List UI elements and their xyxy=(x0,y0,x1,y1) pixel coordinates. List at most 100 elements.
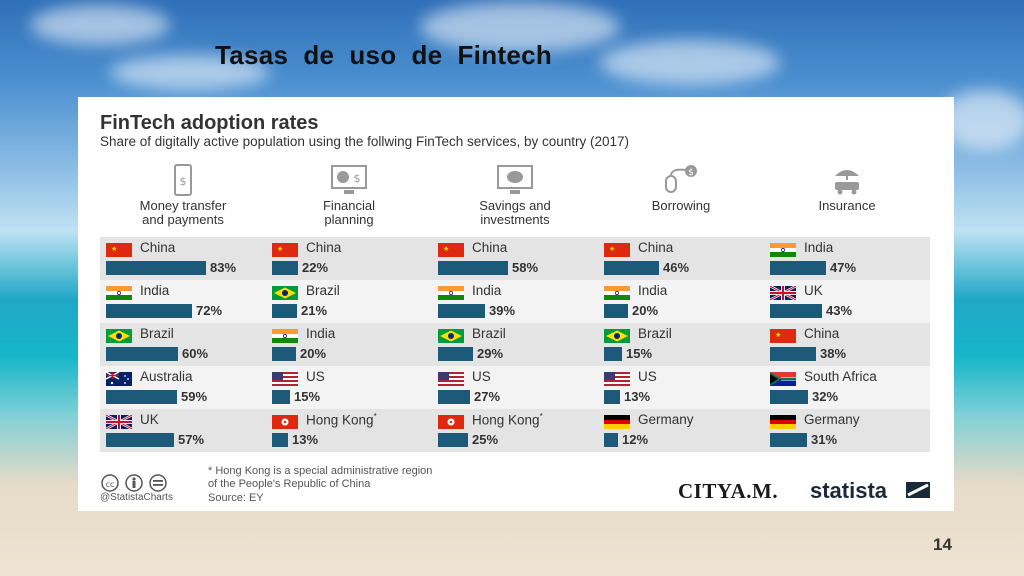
country-label: China xyxy=(140,240,176,255)
panel-column: $ Financial planning ★ China 22% Brazil 21% Ind… xyxy=(266,162,432,452)
country-label: India xyxy=(804,240,834,255)
panel-column: Insurance India 47% UK 43% ★ China 38% South Afr… xyxy=(764,162,930,452)
bar-row: Brazil 21% xyxy=(266,280,432,323)
data-label: 25% xyxy=(472,432,499,447)
data-bar xyxy=(438,433,468,447)
bar-row: ★ China 46% xyxy=(598,237,764,280)
data-label: 83% xyxy=(210,260,237,275)
country-label: China xyxy=(306,240,342,255)
data-label: 31% xyxy=(811,432,838,447)
creative-commons-icon: cc xyxy=(101,474,167,492)
country-label: US xyxy=(472,369,491,384)
panel-header: Insurance xyxy=(764,162,930,237)
flag-icon xyxy=(604,415,630,429)
data-label: 20% xyxy=(632,303,659,318)
data-bar xyxy=(106,261,206,275)
data-bar xyxy=(770,433,807,447)
svg-text:$: $ xyxy=(688,168,694,178)
panel-header: $ Money transfer and payments xyxy=(100,162,266,237)
flag-icon xyxy=(604,372,630,386)
bar-row: India 39% xyxy=(432,280,598,323)
panel-label: Insurance xyxy=(818,198,876,213)
flag-icon xyxy=(770,372,796,386)
bar-row: Germany 31% xyxy=(764,409,930,452)
chart-screen-icon: $ xyxy=(331,165,367,194)
country-label: Australia xyxy=(140,369,193,384)
data-bar xyxy=(770,347,816,361)
data-label: 38% xyxy=(820,346,847,361)
panel-label: Savings and investments xyxy=(479,198,551,227)
data-label: 32% xyxy=(812,389,839,404)
bar-row: South Africa 32% xyxy=(764,366,930,409)
data-bar xyxy=(770,261,826,275)
country-label: India xyxy=(140,283,170,298)
data-bar xyxy=(272,347,296,361)
piggy-bank-icon xyxy=(497,165,533,194)
data-label: 57% xyxy=(178,432,205,447)
flag-icon xyxy=(438,286,464,300)
bar-row: Germany 12% xyxy=(598,409,764,452)
country-label: India xyxy=(306,326,336,341)
svg-text:★: ★ xyxy=(277,245,283,253)
flag-icon: ★ xyxy=(770,329,796,343)
bar-row: India 20% xyxy=(598,280,764,323)
flag-icon xyxy=(272,286,298,300)
country-label: Hong Kong* xyxy=(472,412,543,428)
country-label: India xyxy=(638,283,668,298)
flag-icon xyxy=(272,415,298,429)
slide-title: Tasas de uso de Fintech xyxy=(215,40,553,70)
data-bar xyxy=(438,390,470,404)
data-bar xyxy=(604,347,622,361)
data-bar xyxy=(438,261,508,275)
bar-row: UK 43% xyxy=(764,280,930,323)
flag-icon: ★ xyxy=(604,243,630,257)
source: Source: EY xyxy=(208,492,264,504)
bar-row: India 20% xyxy=(266,323,432,366)
phone-payment-icon: $ xyxy=(174,164,192,196)
data-bar xyxy=(438,347,473,361)
data-bar xyxy=(604,261,659,275)
svg-text:★: ★ xyxy=(111,245,117,253)
flag-icon xyxy=(106,286,132,300)
data-label: 47% xyxy=(830,260,857,275)
bar-row: India 72% xyxy=(100,280,266,323)
svg-text:★: ★ xyxy=(443,245,449,253)
statista-handle: @StatistaCharts xyxy=(100,492,173,503)
data-bar xyxy=(106,304,192,318)
flag-icon xyxy=(770,286,796,300)
chart-footer: cc @StatistaCharts * Hong Kong is a spec… xyxy=(100,459,930,509)
data-bar xyxy=(604,390,620,404)
cityam-logo: CITYA.M. xyxy=(678,479,779,503)
footnote-marker: * xyxy=(373,412,377,421)
country-label: UK xyxy=(804,283,823,298)
panel-column: Savings and investments ★ China 58% India 39%… xyxy=(432,162,598,452)
flag-icon xyxy=(272,372,298,386)
data-bar xyxy=(770,304,822,318)
country-label: Germany xyxy=(804,412,860,427)
country-label: China xyxy=(804,326,840,341)
flag-icon xyxy=(106,372,132,386)
data-label: 22% xyxy=(302,260,329,275)
data-bar xyxy=(272,433,288,447)
bar-row: ★ China 83% xyxy=(100,237,266,280)
flag-icon xyxy=(604,286,630,300)
bar-row: Australia 59% xyxy=(100,366,266,409)
svg-text:$: $ xyxy=(180,175,187,188)
data-label: 59% xyxy=(181,389,208,404)
data-bar xyxy=(272,390,290,404)
data-bar xyxy=(106,347,178,361)
country-label: Brazil xyxy=(140,326,174,341)
panel-column: $ Borrowing ★ China 46% India 20% Brazil 15% US 13… xyxy=(598,162,764,452)
data-bar xyxy=(770,390,808,404)
bar-row: Brazil 29% xyxy=(432,323,598,366)
data-label: 58% xyxy=(512,260,539,275)
panel-header: $ Financial planning xyxy=(266,162,432,237)
panel-label: Borrowing xyxy=(651,198,711,213)
country-label: India xyxy=(472,283,502,298)
country-label: UK xyxy=(140,412,159,427)
flag-icon: ★ xyxy=(106,243,132,257)
country-label: US xyxy=(306,369,325,384)
country-label: Germany xyxy=(638,412,694,427)
bar-row: Brazil 15% xyxy=(598,323,764,366)
page-number: 14 xyxy=(933,535,952,554)
